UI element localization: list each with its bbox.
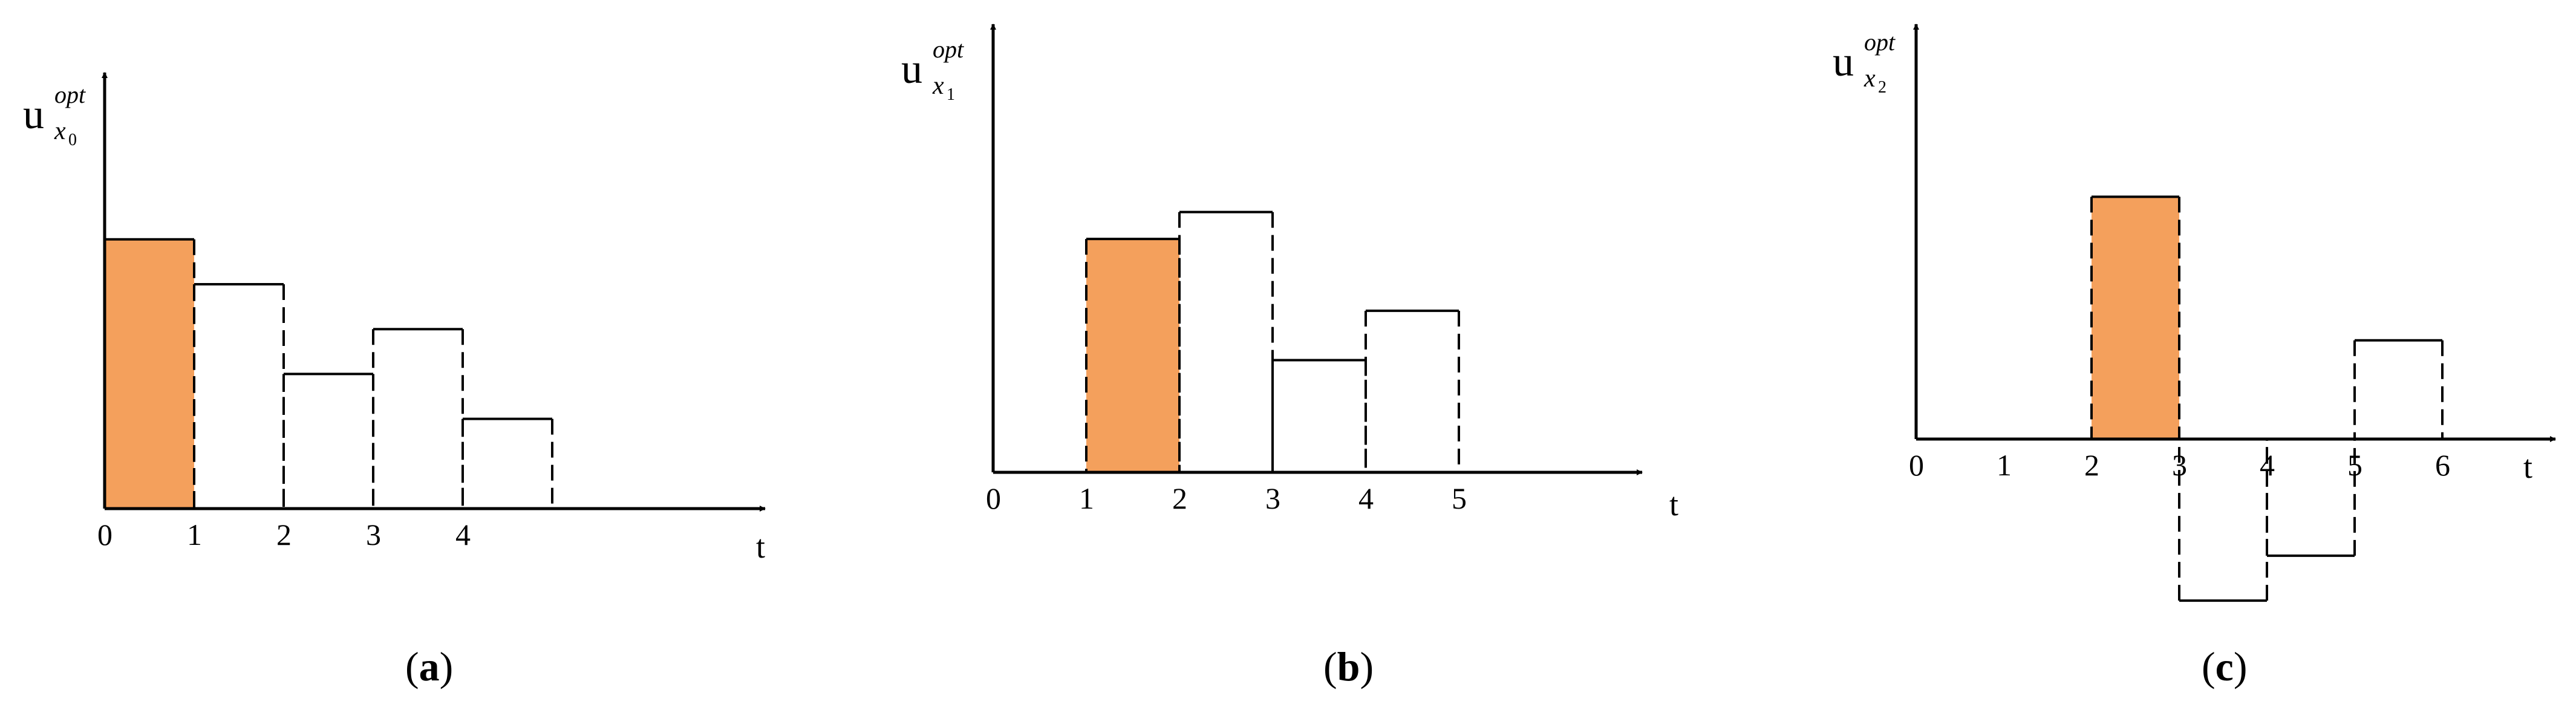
y-axis-label: u xyxy=(23,91,44,138)
panel-caption: (b) xyxy=(1323,643,1374,689)
x-tick-label: 5 xyxy=(1452,481,1467,515)
x-tick-label: 0 xyxy=(97,518,112,552)
highlight-bar xyxy=(105,239,194,509)
x-tick-label: 1 xyxy=(1079,481,1094,515)
x-tick-label: 4 xyxy=(2260,448,2275,482)
y-axis-label-sup: opt xyxy=(54,81,86,108)
highlight-bar xyxy=(2092,197,2179,439)
y-axis-label-sub: x xyxy=(932,72,944,100)
panel-caption: (c) xyxy=(2202,643,2248,689)
x-tick-label: 4 xyxy=(455,518,471,552)
x-tick-label: 2 xyxy=(2084,448,2099,482)
x-tick-label: 4 xyxy=(1358,481,1374,515)
x-tick-label: 2 xyxy=(276,518,292,552)
y-axis-label-sub: x xyxy=(1864,65,1876,93)
x-tick-label: 3 xyxy=(1265,481,1280,515)
y-axis-label-sub: x xyxy=(54,117,66,145)
y-axis-label-sup: opt xyxy=(933,36,964,63)
x-axis-label: t xyxy=(1669,486,1678,523)
x-tick-label: 2 xyxy=(1172,481,1187,515)
x-tick-label: 1 xyxy=(187,518,202,552)
y-axis-label: u xyxy=(901,46,922,93)
x-tick-label: 5 xyxy=(2347,448,2362,482)
x-tick-label: 3 xyxy=(2172,448,2187,482)
y-axis-label-subsub: 2 xyxy=(1878,78,1886,97)
y-axis-label-sup: opt xyxy=(1864,28,1896,56)
x-tick-label: 1 xyxy=(1997,448,2012,482)
x-axis-label: t xyxy=(2523,449,2532,485)
y-axis-label-subsub: 0 xyxy=(68,131,77,149)
panel-caption: (a) xyxy=(405,643,453,689)
x-tick-label: 0 xyxy=(1909,448,1924,482)
x-axis-label: t xyxy=(756,529,765,565)
y-axis-label: u xyxy=(1833,39,1854,85)
x-tick-label: 3 xyxy=(366,518,381,552)
highlight-bar xyxy=(1086,239,1179,472)
x-tick-label: 6 xyxy=(2435,448,2450,482)
y-axis-label-subsub: 1 xyxy=(947,85,955,104)
x-tick-label: 0 xyxy=(986,481,1001,515)
